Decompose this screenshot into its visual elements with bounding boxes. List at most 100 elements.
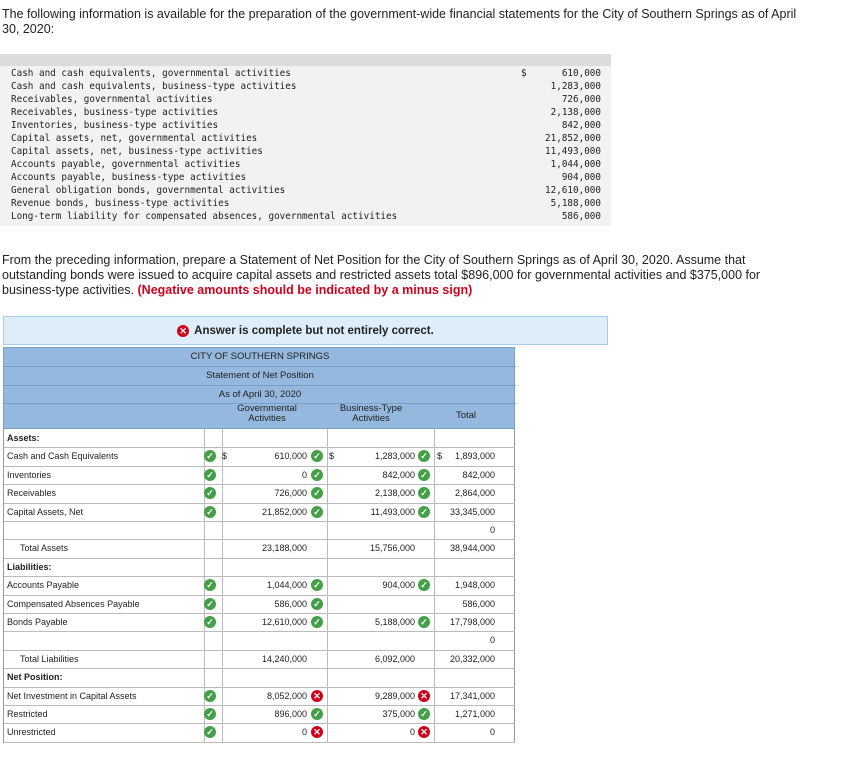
total-dollar-sign: $	[437, 451, 443, 462]
table-row: Bonds Payable ✓ 12,610,000 ✓ 5,188,000 ✓ 17,79…	[4, 613, 515, 631]
bus-amount-input[interactable]: 375,000	[382, 709, 415, 719]
gov-amount-input[interactable]: 0	[301, 727, 307, 738]
data-row: Cash and cash equivalents, governmental …	[11, 67, 601, 80]
bus-amount-input[interactable]: 904,000	[382, 580, 415, 591]
table-row: Capital Assets, Net ✓ 21,852,000 ✓ 11,493,00…	[4, 503, 515, 521]
gov-amount-input[interactable]: 896,000	[274, 709, 307, 719]
total-amount: 20,332,000	[449, 653, 495, 664]
check-circle-icon: ✓	[418, 487, 430, 500]
check-circle-icon: ✓	[418, 708, 430, 720]
statement-date: As of April 30, 2020	[218, 389, 302, 400]
bus-amount-input[interactable]: 842,000	[382, 469, 415, 480]
row-status-icons: ✓	[204, 616, 217, 628]
data-row-amount: 904,000	[521, 171, 601, 184]
total-amount: 842,000	[462, 469, 495, 480]
row-status-icons: ✓	[204, 726, 217, 739]
check-circle-icon: ✓	[204, 616, 216, 628]
data-row-label: Inventories, business-type activities	[11, 120, 219, 131]
check-circle-icon: ✓	[418, 616, 430, 628]
bus-amount-input[interactable]: 11,493,000	[370, 506, 415, 517]
table-row: Receivables ✓ 726,000 ✓ 2,138,000 ✓ 2,864,000	[4, 484, 515, 502]
data-row: Cash and cash equivalents, business-type…	[11, 80, 601, 93]
table-row: Accounts Payable ✓ 1,044,000 ✓ 904,000 ✓ 1,948…	[4, 576, 515, 594]
data-row-value: 610,000	[561, 68, 601, 79]
gov-amount-input[interactable]: 8,052,000	[266, 690, 307, 701]
data-row-value: 12,610,000	[545, 185, 601, 196]
row-status-icons: ✓	[204, 487, 217, 500]
data-row: Receivables, governmental activities 726,…	[11, 93, 601, 106]
data-row-label: Receivables, business-type activities	[11, 107, 219, 118]
row-label: Bonds Payable	[7, 617, 68, 627]
check-circle-icon: ✓	[204, 726, 216, 739]
table-row: Compensated Absences Payable ✓ 586,000 ✓ 586…	[4, 595, 515, 613]
gov-amount-input[interactable]: 12,610,000	[261, 617, 307, 627]
row-status-icons: ✓	[204, 468, 217, 481]
check-circle-icon: ✓	[204, 487, 216, 500]
data-row: Accounts payable, governmental activitie…	[11, 158, 601, 171]
gov-amount-input[interactable]: 1,044,000	[266, 580, 307, 591]
row-divider	[4, 576, 515, 578]
row-label: Restricted	[7, 709, 48, 719]
row-divider	[4, 649, 515, 651]
row-label: Capital Assets, Net	[7, 506, 84, 517]
row-divider	[4, 723, 515, 725]
table-row: Net Position:	[4, 668, 515, 686]
gov-amount-input[interactable]: 21,852,000	[261, 506, 307, 517]
data-row-amount: 2,138,000	[521, 106, 601, 119]
check-circle-icon: ✓	[311, 450, 323, 463]
total-amount: 1,893,000	[454, 451, 495, 462]
total-amount: 2,864,000	[454, 488, 495, 499]
given-data-list: Cash and cash equivalents, governmental …	[11, 67, 601, 223]
bus-amount-input[interactable]: 1,283,000	[374, 451, 415, 462]
check-circle-icon: ✓	[418, 505, 430, 518]
bus-amount-input: 6,092,000	[374, 653, 415, 664]
column-divider	[327, 429, 328, 743]
bus-amount-input[interactable]: 2,138,000	[374, 488, 415, 499]
check-circle-icon: ✓	[418, 450, 430, 463]
bus-amount-input[interactable]: 0	[409, 727, 415, 738]
gov-amount-input[interactable]: 586,000	[274, 598, 307, 609]
check-circle-icon: ✓	[311, 597, 323, 610]
row-divider	[4, 686, 515, 688]
x-circle-icon: ✕	[311, 726, 323, 739]
check-circle-icon: ✓	[418, 579, 430, 592]
column-divider	[222, 429, 223, 743]
bus-amount-input: 15,756,000	[369, 543, 415, 554]
data-row-value: 1,283,000	[550, 81, 601, 92]
data-row-amount: 1,044,000	[521, 158, 601, 171]
check-circle-icon: ✓	[311, 505, 323, 518]
col-header-total: Total	[455, 410, 477, 421]
row-label: Net Position:	[7, 672, 63, 683]
gov-amount-input[interactable]: 726,000	[274, 488, 307, 499]
check-circle-icon: ✓	[311, 708, 323, 720]
bus-amount-input[interactable]: 9,289,000	[374, 690, 415, 701]
check-circle-icon: ✓	[204, 450, 216, 463]
banner-text: Answer is complete but not entirely corr…	[194, 324, 434, 337]
row-status-icons: ✓	[204, 597, 217, 610]
statement-table: CITY OF SOUTHERN SPRINGS Statement of Ne…	[3, 347, 516, 743]
table-row: Cash and Cash Equivalents ✓ $610,000 ✓ $1,28…	[4, 447, 515, 465]
row-divider	[4, 631, 515, 633]
check-circle-icon: ✓	[204, 708, 216, 720]
data-row-value: 842,000	[561, 120, 601, 131]
data-row-label: Capital assets, net, governmental activi…	[11, 133, 258, 144]
row-label: Accounts Payable	[7, 580, 80, 591]
table-row: Restricted ✓ 896,000 ✓ 375,000 ✓ 1,271,000	[4, 705, 515, 723]
bus-amount-input[interactable]: 5,188,000	[374, 617, 415, 627]
data-row-label: Cash and cash equivalents, governmental …	[11, 68, 291, 79]
check-circle-icon: ✓	[204, 597, 216, 610]
gov-amount-input[interactable]: 0	[301, 469, 307, 480]
row-divider	[4, 465, 515, 467]
check-circle-icon: ✓	[204, 689, 216, 702]
table-row: Assets:	[4, 429, 515, 447]
data-row-amount: 21,852,000	[521, 132, 601, 145]
gov-amount-input: 14,240,000	[261, 653, 307, 664]
table-row: Net Investment in Capital Assets ✓ 8,052,0…	[4, 687, 515, 705]
data-row-amount: 586,000	[521, 210, 601, 223]
gov-amount-input[interactable]: 610,000	[274, 451, 307, 462]
row-status-icons: ✓	[204, 579, 217, 592]
question-text: From the preceding information, prepare …	[2, 253, 812, 298]
table-row: 0	[4, 631, 515, 649]
total-amount: 0	[489, 727, 495, 738]
table-row: Liabilities:	[4, 558, 515, 576]
